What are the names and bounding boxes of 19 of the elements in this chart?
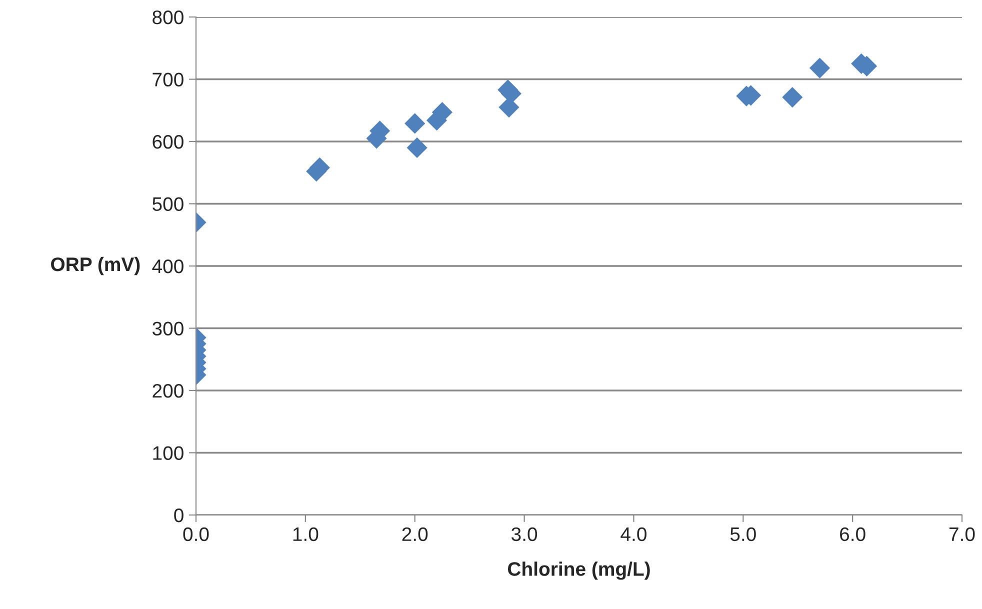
x-tick-label: 3.0 (512, 527, 538, 542)
x-axis-title: Chlorine (mg/L) (508, 562, 650, 580)
x-tick-label: 4.0 (620, 527, 646, 542)
y-tick-label: 300 (152, 322, 184, 336)
y-tick-label: 100 (153, 446, 184, 460)
y-tick-label: 400 (152, 259, 184, 274)
x-tick-label: 1.0 (293, 527, 318, 542)
x-tick-label: 2.0 (402, 527, 428, 542)
y-tick-label: 700 (152, 72, 184, 86)
y-tick-label: 800 (152, 10, 184, 24)
x-tick-label: 6.0 (840, 527, 866, 542)
y-tick-label: 0 (174, 508, 184, 522)
x-tick-label: 0.0 (183, 527, 209, 542)
y-tick-label: 200 (152, 384, 184, 398)
x-tick-label: 7.0 (949, 527, 975, 542)
y-axis-title: ORP (mV) (51, 256, 140, 276)
y-tick-label: 500 (152, 197, 184, 211)
y-tick-label: 600 (152, 134, 184, 149)
x-tick-label: 5.0 (730, 527, 756, 542)
